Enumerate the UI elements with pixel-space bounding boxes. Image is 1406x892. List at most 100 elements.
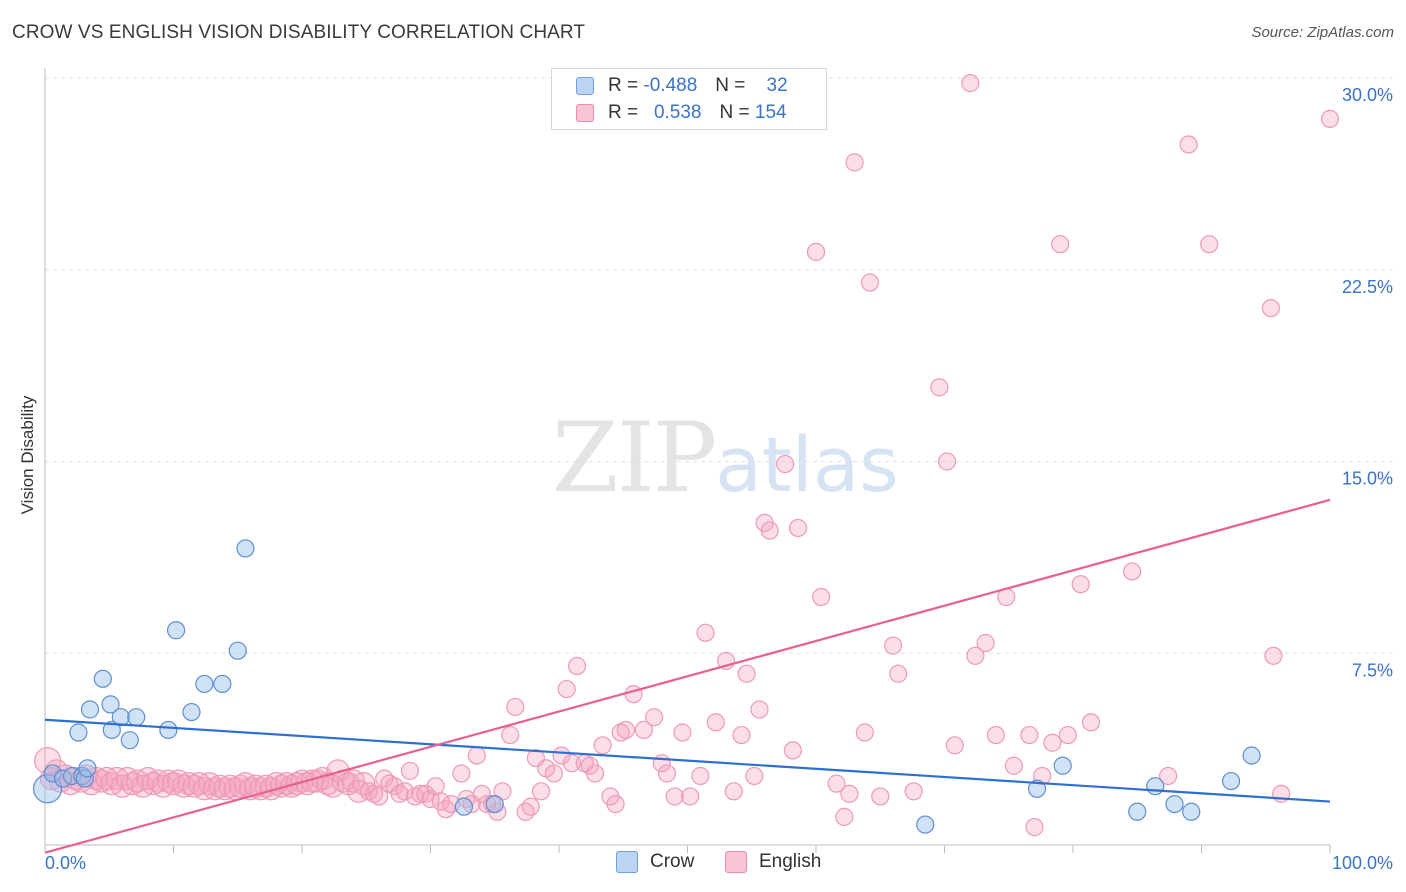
english-point (937, 452, 957, 471)
crow-point (102, 720, 121, 740)
legend-n-label: N = (719, 102, 750, 123)
english-point (606, 794, 625, 814)
crow-point (1242, 746, 1261, 765)
crow-point (69, 723, 88, 742)
english-point (390, 784, 409, 803)
english-point (732, 725, 751, 745)
english-point (871, 787, 890, 806)
english-point (531, 782, 551, 801)
crow-swatch (616, 851, 638, 873)
english-point (359, 782, 378, 801)
english-point (1043, 733, 1062, 752)
crow-point (101, 695, 120, 714)
english-point (1058, 725, 1077, 745)
source-label: Source: ZipAtlas.com (1251, 24, 1394, 41)
english-point (788, 518, 808, 538)
english-point (516, 802, 535, 821)
crow-point (182, 702, 201, 722)
english-point (567, 656, 587, 676)
crow-point (120, 731, 139, 750)
english-point (477, 794, 497, 814)
legend-r-value: -0.488 (643, 75, 698, 96)
legend-r-value: 0.538 (653, 102, 702, 123)
english-swatch (725, 851, 747, 873)
english-point (904, 782, 923, 801)
english-point (930, 378, 949, 397)
english-point (745, 766, 764, 786)
crow-point (916, 815, 935, 834)
english-point (436, 800, 456, 819)
legend-r-label: R = (608, 75, 639, 96)
bottom-legend-crow: Crow (616, 851, 694, 873)
watermark-zip: ZIP (552, 402, 717, 514)
crow-point (111, 708, 130, 727)
axes (44, 68, 1331, 853)
english-point (855, 723, 874, 742)
bottom-legend-english: English (725, 851, 821, 873)
trend-lines (44, 498, 1331, 854)
english-point (724, 782, 743, 801)
english-point (696, 623, 715, 642)
english-point (411, 784, 430, 803)
english-point (706, 713, 725, 732)
crow-point (213, 674, 232, 694)
legend-n-value: 32 (766, 75, 788, 96)
x-tick-label: 0.0% (45, 853, 86, 873)
english-point (961, 74, 980, 93)
legend-r-label: R = (608, 102, 639, 123)
english-point (737, 664, 756, 683)
english-point (1261, 299, 1280, 318)
legend-n-label: N = (715, 75, 746, 96)
english-point (557, 679, 576, 699)
english-point (624, 685, 643, 704)
crow-point (127, 708, 146, 727)
crow-point (454, 797, 474, 816)
english-point (840, 784, 859, 803)
crow-trend-line (44, 718, 1331, 803)
english-point (889, 664, 908, 683)
english-point (827, 774, 846, 793)
english-point (783, 741, 802, 760)
english-point (1320, 109, 1340, 129)
crow-point (1146, 777, 1165, 796)
english-point (585, 764, 605, 783)
english-point (611, 723, 630, 742)
crow-point (1027, 779, 1047, 798)
crow-point (93, 669, 112, 688)
english-point (364, 784, 384, 803)
english-point (1123, 562, 1142, 581)
english-point (452, 764, 471, 783)
x-tick-label: 100.0% (1332, 853, 1393, 873)
crow-point (236, 539, 255, 558)
english-point (370, 787, 389, 806)
english-point (467, 746, 486, 765)
legend-n-value: 154 (754, 102, 787, 123)
legend-row-english: R = 0.538 N = 154 (576, 101, 787, 125)
english-point (760, 521, 779, 540)
english-point (845, 153, 864, 172)
crow-point (1128, 802, 1147, 821)
english-point (966, 646, 985, 665)
english-point (1158, 766, 1178, 786)
crow-point (1182, 802, 1201, 821)
tick-labels: 7.5% 15.0% 22.5% 30.0% 0.0% 100.0% (45, 85, 1393, 873)
english-point (506, 697, 525, 717)
english-point (426, 777, 445, 796)
crow-point (485, 794, 504, 814)
y-tick-label: 22.5% (1342, 277, 1393, 297)
crow-point (166, 621, 186, 640)
y-tick-label: 30.0% (1342, 85, 1393, 105)
watermark-atlas: atlas (715, 420, 899, 509)
english-point (1200, 235, 1219, 254)
grid-lines (45, 77, 1395, 654)
crow-points (32, 539, 1261, 834)
english-point (544, 764, 563, 783)
english-point (395, 782, 414, 801)
english-point (691, 766, 710, 786)
crow-point (43, 764, 62, 783)
english-point (883, 636, 903, 655)
y-tick-label: 7.5% (1352, 660, 1393, 680)
crow-point (1165, 794, 1184, 814)
english-point (1071, 575, 1090, 594)
